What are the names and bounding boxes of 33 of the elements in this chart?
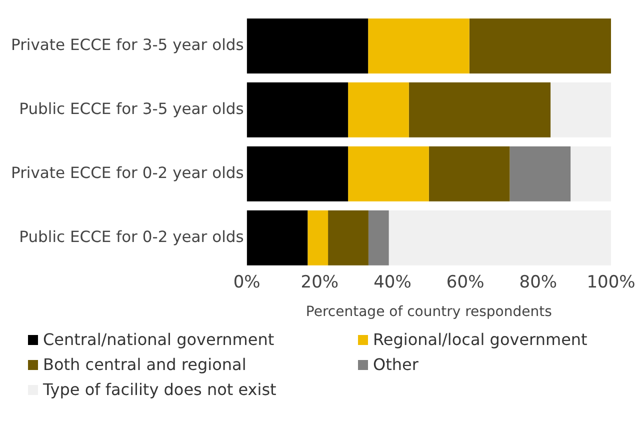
- bar: [570, 146, 611, 202]
- legend-label: Other: [372, 355, 420, 374]
- bar: [408, 82, 551, 138]
- bar: [368, 210, 389, 266]
- bar: [328, 210, 368, 266]
- x-axis-title: Percentage of country respondents: [306, 304, 552, 320]
- x-tick-label: 40%: [374, 272, 412, 292]
- x-tick-label: 20%: [300, 272, 339, 292]
- y-tick-label: Private ECCE for 0-2 year olds: [10, 164, 244, 182]
- bar: [246, 146, 348, 202]
- y-tick-label: Private ECCE for 3-5 year olds: [10, 36, 244, 54]
- bar: [510, 146, 571, 202]
- x-tick-label: 100%: [586, 272, 636, 292]
- legend-label: Regional/local government: [372, 330, 588, 349]
- x-tick-label: 80%: [519, 272, 558, 292]
- bar: [469, 18, 611, 74]
- bar: [348, 82, 409, 138]
- bar: [428, 146, 510, 202]
- bar: [246, 210, 308, 266]
- bar: [308, 210, 328, 266]
- bar: [246, 82, 348, 138]
- bar: [348, 146, 429, 202]
- y-tick-label: Public ECCE for 0-2 year olds: [19, 228, 244, 246]
- bar: [388, 210, 611, 266]
- legend-label: Central/national government: [42, 330, 276, 349]
- bar: [368, 18, 470, 74]
- x-tick-label: 0%: [233, 272, 260, 292]
- legend-label: Both central and regional: [42, 355, 248, 374]
- bar: [246, 18, 368, 74]
- bar: [550, 82, 611, 138]
- legend-label: Type of facility does not exist: [42, 380, 278, 399]
- x-tick-label: 60%: [446, 272, 484, 292]
- y-tick-label: Public ECCE for 3-5 year olds: [19, 100, 244, 118]
